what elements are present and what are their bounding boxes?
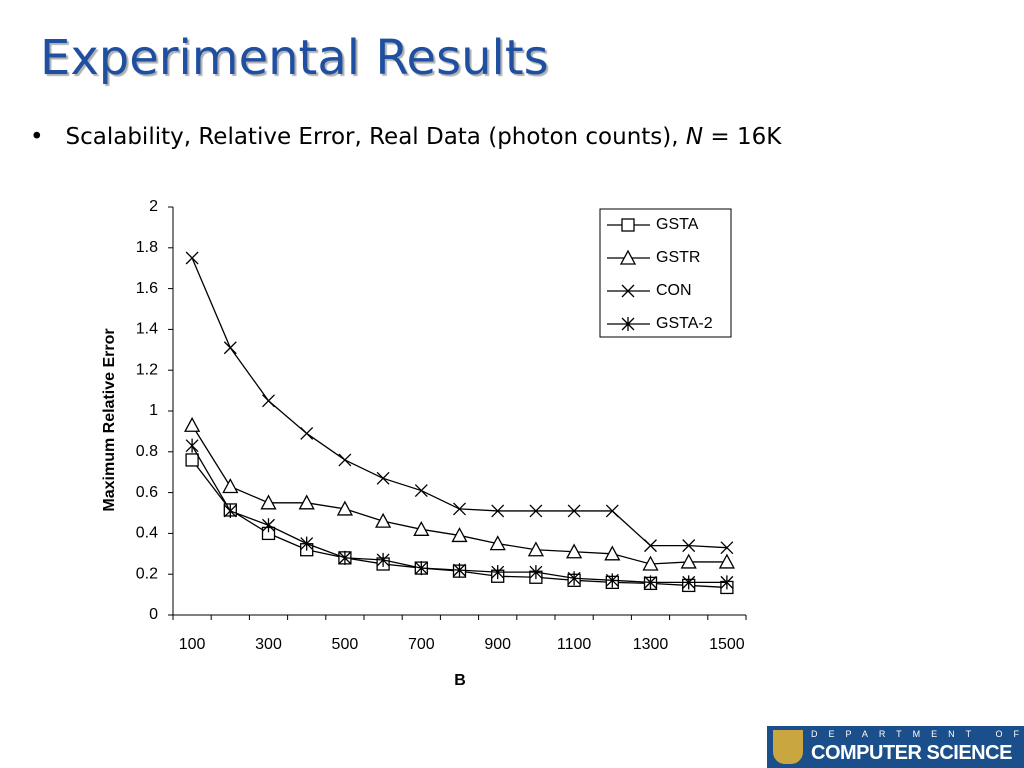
marker	[453, 563, 466, 578]
bullet: • Scalability, Relative Error, Real Data…	[30, 124, 782, 150]
marker	[336, 500, 353, 516]
marker	[621, 317, 635, 331]
subtitle-variable: N	[685, 124, 704, 150]
marker	[300, 536, 314, 551]
y-tick-label: 1.2	[136, 361, 158, 378]
subtitle-text: = 16K	[703, 124, 782, 150]
y-axis-label: Maximum Relative Error	[101, 328, 118, 511]
x-tick-label: 900	[484, 636, 511, 653]
marker	[718, 553, 735, 569]
marker	[566, 543, 583, 559]
marker	[338, 550, 352, 565]
x-tick-label: 100	[179, 636, 206, 653]
y-tick-label: 1.4	[136, 321, 158, 338]
y-tick-label: 0.2	[136, 565, 158, 582]
marker	[223, 503, 237, 518]
y-tick-label: 0	[149, 606, 158, 623]
marker	[184, 416, 201, 432]
x-tick-label: 300	[255, 636, 282, 653]
marker	[621, 218, 635, 232]
y-tick-label: 0.4	[136, 525, 158, 542]
marker	[376, 471, 390, 485]
marker	[644, 539, 657, 553]
series-line	[191, 424, 727, 565]
legend-label: CON	[656, 282, 692, 299]
logo-line: DEPARTMENT OF	[811, 729, 1024, 739]
marker	[642, 555, 659, 571]
x-axis-label: B	[454, 672, 466, 689]
chart: B Maximum Relative Error 00.20.40.60.811…	[101, 198, 747, 689]
marker	[604, 545, 621, 561]
marker	[621, 284, 635, 298]
marker	[605, 573, 619, 588]
legend-label: GSTA	[656, 216, 699, 233]
subtitle-text: Scalability, Relative Error, Real Data (…	[65, 124, 686, 150]
y-tick-label: 0.8	[136, 443, 158, 460]
x-tick-label: 500	[332, 636, 359, 653]
marker	[413, 520, 430, 536]
marker	[491, 565, 505, 580]
crest	[773, 730, 803, 764]
logo: DEPARTMENT OF COMPUTER SCIENCE	[767, 726, 1024, 768]
marker	[529, 565, 543, 580]
marker	[414, 484, 428, 498]
marker	[567, 571, 581, 586]
marker	[185, 251, 199, 265]
legend-label: GSTR	[656, 249, 700, 266]
marker	[489, 535, 506, 551]
marker	[451, 527, 468, 543]
legend-label: GSTA-2	[656, 315, 713, 332]
marker	[680, 553, 697, 569]
logo-line: COMPUTER SCIENCE	[811, 742, 1012, 764]
series-line	[191, 445, 727, 584]
marker	[682, 539, 696, 553]
marker	[262, 518, 275, 533]
marker	[185, 438, 199, 453]
marker	[262, 394, 275, 408]
marker	[567, 504, 581, 518]
marker	[223, 341, 237, 355]
marker	[453, 502, 466, 516]
marker	[720, 575, 734, 590]
marker	[720, 541, 734, 555]
x-tick-label: 1300	[633, 636, 669, 653]
x-tick-label: 1500	[709, 636, 745, 653]
marker	[605, 504, 619, 518]
y-tick-label: 0.6	[136, 484, 158, 501]
y-tick-label: 1	[149, 402, 158, 419]
marker	[298, 494, 315, 510]
y-tick-label: 1.6	[136, 280, 158, 297]
marker	[619, 249, 637, 265]
y-tick-label: 1.8	[136, 239, 158, 256]
marker	[376, 552, 390, 567]
marker	[644, 575, 657, 590]
marker	[682, 575, 696, 590]
marker	[185, 453, 199, 467]
x-tick-label: 1100	[557, 636, 592, 653]
y-tick-label: 2	[149, 198, 158, 215]
marker	[527, 541, 544, 557]
marker	[529, 504, 543, 518]
marker	[414, 561, 428, 576]
marker	[300, 426, 314, 440]
marker	[491, 504, 505, 518]
slide-title: Experimental Results	[40, 30, 549, 86]
marker	[222, 478, 239, 494]
x-tick-label: 700	[408, 636, 435, 653]
marker	[260, 494, 277, 510]
marker	[338, 453, 352, 467]
marker	[375, 512, 392, 528]
